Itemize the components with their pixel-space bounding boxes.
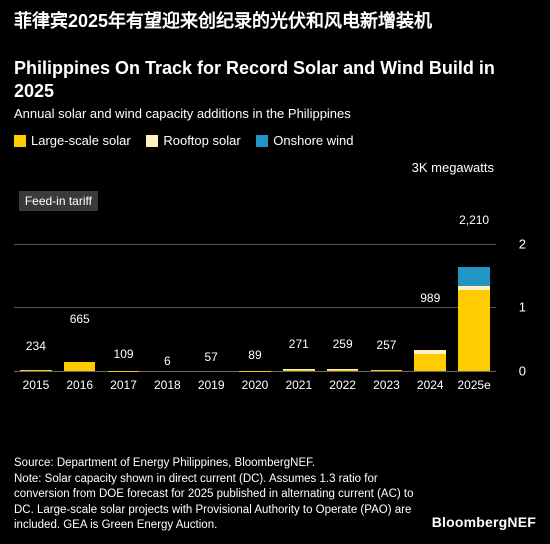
legend-item-rooftop-solar: Rooftop solar <box>146 133 240 148</box>
source-line: Source: Department of Energy Philippines… <box>14 456 434 472</box>
bar-total-label: 89 <box>248 348 261 362</box>
legend: Large-scale solar Rooftop solar Onshore … <box>0 129 550 158</box>
top-title: 菲律宾2025年有望迎来创纪录的光伏和风电新增装机 <box>0 0 550 39</box>
y-tick-label: 0 <box>519 363 526 378</box>
x-axis-labels: 2015 2016 2017 2018 2019 2020 2021 2022 2023 2024… <box>14 374 496 392</box>
headline: Philippines On Track for Record Solar an… <box>0 39 550 104</box>
bar-segment <box>283 370 315 371</box>
bar-segment <box>458 290 490 371</box>
bar-2025e: 2,210 <box>458 230 490 371</box>
x-tick-label: 2017 <box>110 378 137 392</box>
plot-area: Feed-in tariff 0122346651096578927125925… <box>14 180 496 372</box>
bar-segment <box>371 370 403 371</box>
bar-total-label: 271 <box>289 337 309 351</box>
bar-segment <box>327 370 359 371</box>
x-tick-label: 2023 <box>373 378 400 392</box>
bar-total-label: 665 <box>70 312 90 326</box>
bar-2015: 234 <box>20 356 52 371</box>
bar-2019: 57 <box>195 367 227 371</box>
bar-segment <box>414 354 446 371</box>
bar-total-label: 259 <box>333 337 353 351</box>
bar-total-label: 234 <box>26 339 46 353</box>
brand-label: BloombergNEF <box>432 514 536 530</box>
x-tick-label: 2019 <box>198 378 225 392</box>
bar-total-label: 57 <box>204 350 217 364</box>
y-tick-label: 1 <box>519 300 526 315</box>
legend-label: Onshore wind <box>273 133 353 148</box>
gridline <box>14 244 496 245</box>
x-tick-label: 2025e <box>457 378 490 392</box>
bar-2021: 271 <box>283 354 315 371</box>
bar-total-label: 109 <box>114 347 134 361</box>
footer: Source: Department of Energy Philippines… <box>14 456 536 534</box>
x-tick-label: 2020 <box>242 378 269 392</box>
bar-2023: 257 <box>371 355 403 371</box>
x-tick-label: 2024 <box>417 378 444 392</box>
bar-total-label: 989 <box>420 291 440 305</box>
bar-total-label: 2,210 <box>459 213 489 227</box>
y-tick-label: 2 <box>519 236 526 251</box>
bar-2017: 109 <box>108 364 140 371</box>
legend-item-onshore-wind: Onshore wind <box>256 133 353 148</box>
bar-2016: 665 <box>64 329 96 371</box>
swatch-large-scale-solar <box>14 135 26 147</box>
legend-label: Large-scale solar <box>31 133 131 148</box>
y-axis-unit: 3K megawatts <box>412 160 494 175</box>
bar-total-label: 6 <box>164 354 171 368</box>
swatch-onshore-wind <box>256 135 268 147</box>
swatch-rooftop-solar <box>146 135 158 147</box>
bar-2024: 989 <box>414 308 446 371</box>
bar-total-label: 257 <box>376 338 396 352</box>
x-tick-label: 2022 <box>329 378 356 392</box>
x-tick-label: 2015 <box>23 378 50 392</box>
note-text: Note: Solar capacity shown in direct cur… <box>14 472 434 534</box>
chart: 3K megawatts Feed-in tariff 0 1 2 234 665 109… <box>14 162 536 392</box>
subtitle: Annual solar and wind capacity additions… <box>0 104 550 129</box>
bar-segment <box>458 267 490 286</box>
bar-2022: 259 <box>327 354 359 370</box>
bar-segment <box>64 362 96 371</box>
bar-2020: 89 <box>239 365 271 371</box>
x-tick-label: 2016 <box>66 378 93 392</box>
x-tick-label: 2021 <box>285 378 312 392</box>
bar-segment <box>20 370 52 371</box>
legend-label: Rooftop solar <box>163 133 240 148</box>
legend-item-large-scale-solar: Large-scale solar <box>14 133 131 148</box>
feed-in-tariff-annotation: Feed-in tariff <box>19 191 98 211</box>
x-tick-label: 2018 <box>154 378 181 392</box>
